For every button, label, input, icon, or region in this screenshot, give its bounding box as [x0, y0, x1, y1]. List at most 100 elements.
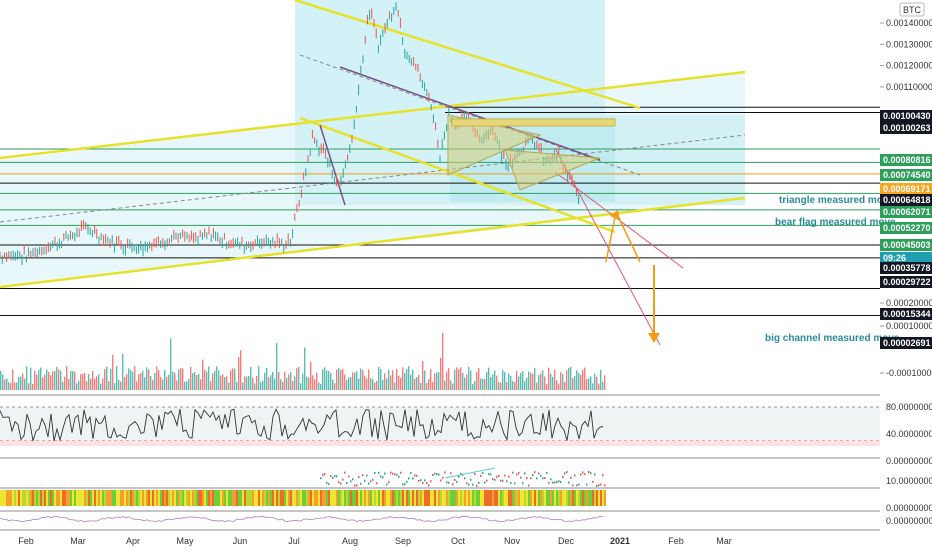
heatmap-cell — [94, 490, 96, 506]
osc-dot — [556, 481, 558, 484]
volume-bar — [112, 354, 114, 390]
heatmap-cell — [330, 490, 332, 506]
heatmap-cell — [540, 490, 542, 506]
time-tick-label: Feb — [668, 536, 684, 546]
heatmap-cell — [508, 490, 510, 506]
osc-dot — [412, 477, 414, 480]
osc-dot — [386, 483, 388, 486]
heatmap-cell — [20, 490, 22, 506]
heatmap-cell — [134, 490, 136, 506]
volume-bar — [382, 379, 384, 390]
volume-bar — [278, 371, 280, 390]
heatmap-cell — [30, 490, 32, 506]
volume-bar — [342, 368, 344, 390]
volume-bar — [114, 383, 116, 390]
heatmap-cell — [492, 490, 494, 506]
volume-bar — [246, 376, 248, 390]
heatmap-cell — [510, 490, 512, 506]
osc-dot — [336, 475, 338, 478]
volume-bar — [562, 373, 564, 390]
osc-dot — [424, 479, 426, 482]
volume-bar — [532, 373, 534, 390]
time-tick-label: Jun — [233, 536, 248, 546]
volume-bar — [358, 378, 360, 390]
volume-bar — [540, 373, 542, 390]
volume-bar — [544, 376, 546, 390]
volume-bar — [534, 367, 536, 390]
volume-bar — [450, 380, 452, 390]
heatmap-cell — [270, 490, 272, 506]
heatmap-cell — [34, 490, 36, 506]
osc-dot — [526, 476, 528, 479]
osc-dot — [580, 473, 582, 476]
heatmap-cell — [494, 490, 496, 506]
volume-bar — [558, 383, 560, 390]
heatmap-cell — [14, 490, 16, 506]
volume-bar — [444, 380, 446, 390]
heatmap-cell — [28, 490, 30, 506]
volume-bar — [568, 367, 570, 390]
heatmap-cell — [368, 490, 370, 506]
heatmap-cell — [186, 490, 188, 506]
heatmap-cell — [158, 490, 160, 506]
heatmap-cell — [298, 490, 300, 506]
volume-bar — [484, 378, 486, 390]
osc-dot — [522, 482, 524, 485]
heatmap-cell — [38, 490, 40, 506]
heatmap-cell — [568, 490, 570, 506]
heatmap-cell — [290, 490, 292, 506]
osc-dot — [532, 473, 534, 476]
volume-bar — [58, 369, 60, 390]
osc-dot — [536, 477, 538, 480]
volume-bar — [442, 332, 444, 390]
osc-dot — [564, 472, 566, 475]
heatmap-cell — [386, 490, 388, 506]
osc-dot — [378, 471, 380, 474]
heatmap-cell — [390, 490, 392, 506]
volume-bar — [456, 367, 458, 390]
volume-bar — [308, 377, 310, 390]
heatmap-cell — [398, 490, 400, 506]
osc-dot — [570, 476, 572, 479]
volume-bar — [94, 378, 96, 390]
heatmap-cell — [114, 490, 116, 506]
osc-dot — [376, 482, 378, 485]
volume-bar — [326, 370, 328, 390]
volume-bar — [198, 373, 200, 390]
osc-dot — [560, 480, 562, 483]
bottom-wave — [0, 515, 604, 523]
volume-bar — [282, 381, 284, 390]
volume-bar — [510, 375, 512, 390]
volume-bar — [362, 370, 364, 390]
osc-dot — [468, 483, 470, 486]
heatmap-cell — [376, 490, 378, 506]
osc-tick-label: 0.00000000 — [886, 456, 932, 466]
heatmap-cell — [124, 490, 126, 506]
volume-bar — [272, 372, 274, 390]
level-tag-label: 0.00045003 — [883, 240, 931, 250]
volume-bar — [528, 371, 530, 390]
volume-bar — [390, 375, 392, 390]
heatmap-cell — [214, 490, 216, 506]
volume-bar — [82, 373, 84, 390]
heatmap-cell — [456, 490, 458, 506]
osc-dot — [516, 473, 518, 476]
heatmap-cell — [200, 490, 202, 506]
volume-bar — [488, 367, 490, 390]
heatmap-cell — [520, 490, 522, 506]
volume-bar — [226, 376, 228, 390]
heatmap-cell — [150, 490, 152, 506]
volume-bar — [596, 376, 598, 390]
heatmap-cell — [410, 490, 412, 506]
volume-bar — [38, 370, 40, 390]
volume-bar — [190, 366, 192, 390]
heatmap-cell — [302, 490, 304, 506]
volume-bar — [288, 374, 290, 390]
osc-dot — [496, 475, 498, 478]
heatmap-cell — [12, 490, 14, 506]
heatmap-cell — [230, 490, 232, 506]
volume-bar — [518, 376, 520, 390]
heatmap-cell — [226, 490, 228, 506]
heatmap-cell — [16, 490, 18, 506]
